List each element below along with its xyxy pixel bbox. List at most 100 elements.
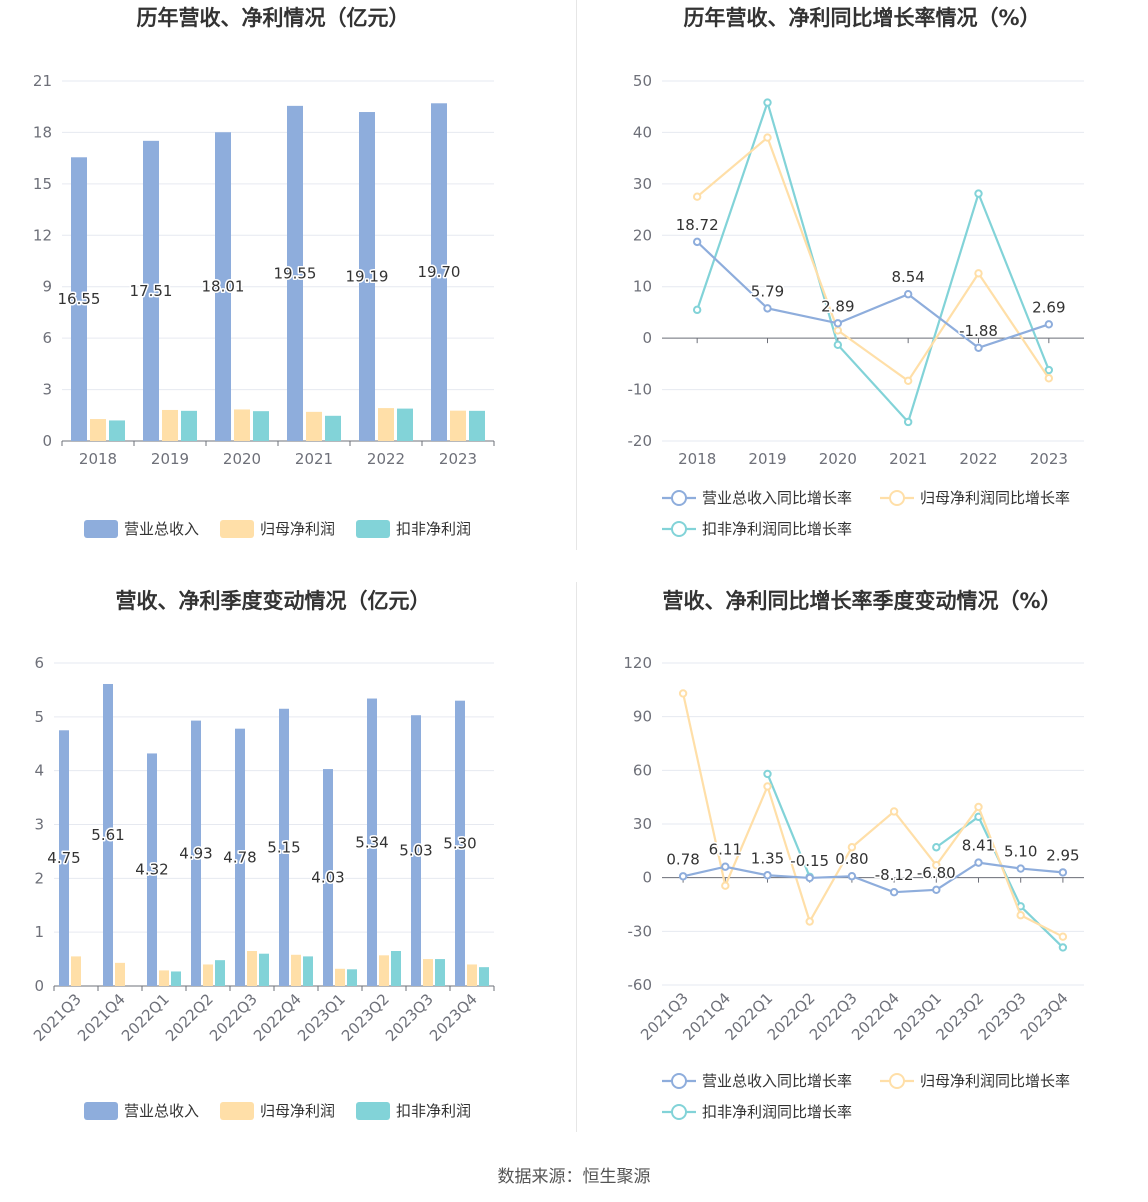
bar-2 — [109, 420, 125, 441]
legend-label: 营业总收入 — [124, 520, 199, 538]
series-point-2 — [974, 189, 983, 198]
data-label: 4.75 — [47, 849, 80, 867]
series-point-1 — [889, 807, 899, 816]
series-point-0 — [721, 862, 730, 871]
x-tick-label: 2022 — [959, 450, 997, 468]
bar-1 — [335, 968, 345, 986]
bar-2 — [479, 967, 489, 986]
y-tick-label: 30 — [633, 175, 652, 193]
y-tick-label: 120 — [623, 654, 652, 672]
bar-1 — [159, 970, 169, 986]
y-tick-label: 1 — [34, 923, 44, 941]
series-point-2 — [1044, 365, 1054, 375]
bar-2 — [391, 951, 401, 986]
y-tick-label: 6 — [34, 654, 44, 672]
chart-title: 营收、净利同比增长率季度变动情况（%） — [662, 589, 1061, 613]
chart-title: 历年营收、净利情况（亿元） — [137, 6, 410, 30]
y-tick-label: 18 — [33, 123, 52, 141]
series-point-1 — [1058, 932, 1068, 941]
y-tick-label: 0 — [42, 432, 52, 450]
bar-0 — [103, 683, 113, 986]
bar-1 — [115, 962, 125, 986]
bar-0 — [279, 708, 289, 986]
y-tick-label: 10 — [633, 278, 652, 296]
bar-0 — [215, 132, 231, 441]
legend-swatch-1 — [220, 1102, 254, 1120]
series-point-1 — [1016, 911, 1025, 920]
legend-label: 扣非净利润同比增长率 — [702, 520, 852, 538]
bar-1 — [71, 956, 81, 986]
x-tick-label: 2023Q1 — [294, 990, 349, 1045]
series-point-2 — [763, 769, 772, 779]
data-label: 4.32 — [135, 861, 168, 879]
series-point-0 — [903, 290, 913, 299]
data-label: 4.93 — [179, 844, 212, 862]
y-tick-label: 9 — [42, 278, 52, 296]
bar-1 — [378, 408, 394, 441]
chart-title: 营收、净利季度变动情况（亿元） — [116, 589, 431, 613]
legend-swatch-0 — [84, 1102, 118, 1120]
x-tick-label: 2020 — [819, 450, 857, 468]
data-label: 5.15 — [267, 838, 300, 856]
y-tick-label: -60 — [628, 976, 653, 994]
series-point-0 — [763, 871, 772, 880]
series-point-0 — [932, 885, 941, 895]
series-line-0 — [696, 241, 1050, 350]
series-point-0 — [974, 858, 983, 867]
x-tick-label: 2021 — [889, 450, 927, 468]
series-point-2 — [1058, 943, 1068, 952]
x-tick-label: 2023 — [439, 450, 477, 468]
x-tick-label: 2023Q4 — [1017, 989, 1072, 1044]
series-line-2 — [696, 98, 1050, 425]
legend-swatch-2 — [356, 1102, 390, 1120]
bar-0 — [359, 112, 375, 442]
bar-2 — [215, 960, 225, 986]
data-label: 4.78 — [223, 848, 256, 866]
data-label: 2.69 — [1032, 298, 1065, 316]
series-point-1 — [1044, 374, 1054, 383]
x-tick-label: 2023Q4 — [426, 990, 481, 1045]
bar-2 — [435, 959, 445, 986]
annual-growth-rate-svg: 历年营收、净利同比增长率情况（%） -20 -10 0 10 20 30 40 50 2018 20… — [628, 6, 1084, 538]
legend-swatch-0 — [84, 520, 118, 538]
y-tick-label: 3 — [42, 381, 52, 399]
y-tick-label: -10 — [628, 381, 653, 399]
data-label: -6.80 — [917, 864, 956, 882]
series-line-1 — [682, 693, 1064, 938]
data-label: 0.78 — [666, 850, 699, 868]
x-tick-label: 2021Q4 — [74, 990, 129, 1045]
bar-2 — [303, 956, 313, 986]
x-tick-label: 2019 — [151, 450, 189, 468]
bar-2 — [347, 969, 357, 986]
y-tick-label: 0 — [642, 869, 652, 887]
data-label: 5.34 — [355, 833, 388, 851]
series-point-0 — [847, 872, 857, 881]
x-tick-label: 2022Q4 — [250, 990, 305, 1045]
data-label: -0.15 — [790, 852, 829, 870]
data-source-note: 数据来源：恒生聚源 — [497, 1167, 651, 1187]
legend-label: 扣非净利润 — [396, 520, 471, 538]
series-point-1 — [903, 376, 913, 386]
bar-0 — [431, 103, 447, 442]
data-label: 5.10 — [1004, 843, 1037, 861]
series-point-1 — [974, 269, 983, 278]
bar-0 — [147, 753, 157, 986]
legend-label: 扣非净利润 — [396, 1102, 471, 1120]
x-tick-label: 2018 — [79, 450, 117, 468]
series-line-1 — [696, 135, 1050, 383]
bar-0 — [367, 698, 377, 986]
data-label: 16.55 — [58, 290, 101, 308]
legend-label: 营业总收入同比增长率 — [702, 489, 852, 507]
data-label: 18.01 — [202, 278, 245, 296]
y-tick-label: -30 — [628, 922, 653, 940]
y-tick-label: 15 — [33, 175, 52, 193]
y-tick-label: 5 — [34, 708, 44, 726]
legend-marker-2 — [671, 521, 687, 537]
series-point-1 — [763, 782, 772, 791]
data-label: 4.03 — [311, 869, 344, 887]
x-tick-label: 2023Q3 — [382, 990, 437, 1045]
legend-label: 归母净利润同比增长率 — [920, 1072, 1070, 1090]
bar-1 — [306, 411, 322, 441]
quarterly-revenue-profit-chart: 营收、净利季度变动情况（亿元） 0 1 2 3 4 5 6 2021Q3 2021Q4 2022Q1… — [0, 580, 574, 1160]
legend-marker-0 — [671, 490, 687, 506]
